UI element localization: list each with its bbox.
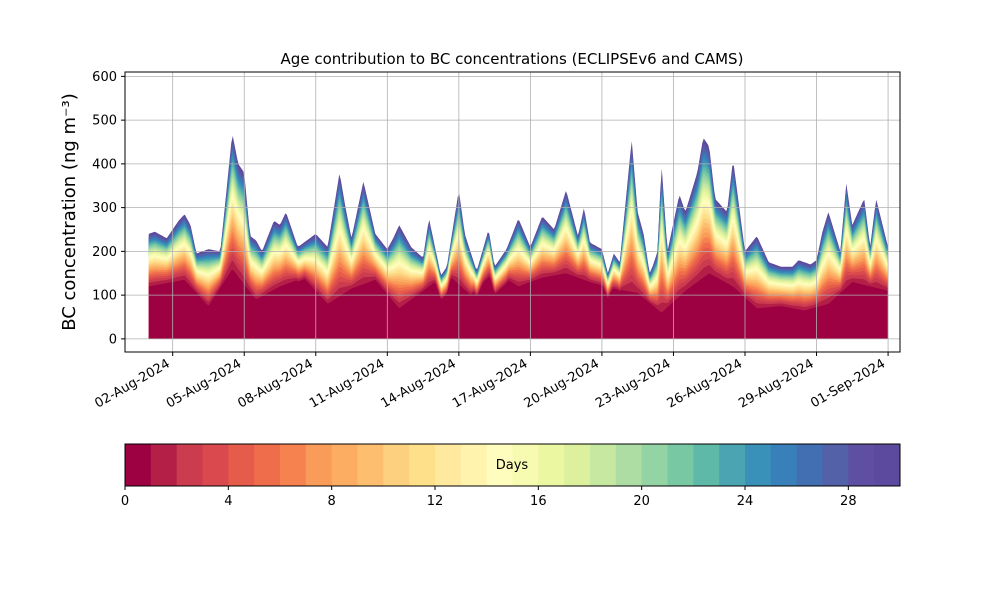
grid-lines bbox=[125, 72, 900, 352]
y-tick-label: 400 bbox=[92, 157, 117, 172]
x-tick-label: 11-Aug-2024 bbox=[307, 356, 387, 411]
stacked-age-layers bbox=[148, 136, 889, 339]
y-tick-label: 300 bbox=[92, 201, 117, 216]
age-layer-day-0 bbox=[148, 269, 889, 339]
colorbar-cell bbox=[874, 444, 901, 486]
colorbar-cell bbox=[280, 444, 307, 486]
colorbar-tick-label: 16 bbox=[530, 494, 547, 509]
chart-title: Age contribution to BC concentrations (E… bbox=[281, 50, 744, 68]
plot-frame bbox=[124, 71, 901, 353]
colorbar-tick-label: 8 bbox=[328, 494, 336, 509]
colorbar-tick-label: 20 bbox=[633, 494, 650, 509]
colorbar-cell bbox=[357, 444, 384, 486]
colorbar-cell bbox=[460, 444, 488, 486]
x-tick-label: 08-Aug-2024 bbox=[235, 356, 315, 411]
x-tick-label: 23-Aug-2024 bbox=[593, 356, 673, 411]
colorbar-cell bbox=[615, 444, 643, 486]
colorbar-cell bbox=[176, 444, 203, 486]
colorbar-cell bbox=[228, 444, 255, 486]
colorbar-tick-label: 12 bbox=[427, 494, 444, 509]
x-tick-label: 26-Aug-2024 bbox=[665, 356, 745, 411]
colorbar-cell bbox=[254, 444, 281, 486]
x-axis: 02-Aug-202405-Aug-202408-Aug-202411-Aug-… bbox=[92, 352, 889, 412]
colorbar-cell bbox=[305, 444, 333, 486]
colorbar-cell bbox=[641, 444, 668, 486]
colorbar-tick-label: 28 bbox=[840, 494, 857, 509]
colorbar-cell bbox=[125, 444, 152, 486]
colorbar: Days 0 4 8 12 16 20 24 28 bbox=[121, 443, 901, 509]
x-tick-label: 14-Aug-2024 bbox=[379, 356, 459, 411]
colorbar-cell bbox=[512, 444, 539, 486]
x-tick-label: 05-Aug-2024 bbox=[164, 356, 244, 411]
colorbar-cell bbox=[848, 444, 875, 486]
colorbar-cell bbox=[796, 444, 823, 486]
colorbar-tick-label: 0 bbox=[121, 494, 129, 509]
x-tick-label: 20-Aug-2024 bbox=[522, 356, 602, 411]
colorbar-cell bbox=[538, 444, 565, 486]
y-tick-label: 600 bbox=[92, 70, 117, 85]
colorbar-cell bbox=[719, 444, 746, 486]
colorbar-cell bbox=[383, 444, 410, 486]
colorbar-cell bbox=[486, 444, 513, 486]
colorbar-frame bbox=[124, 443, 901, 487]
y-axis: 0 100 200 300 400 500 600 bbox=[92, 70, 125, 347]
y-axis-label: BC concentration (ng m⁻³) bbox=[59, 93, 80, 331]
y-tick-label: 100 bbox=[92, 289, 117, 304]
colorbar-label: Days bbox=[496, 458, 529, 473]
x-tick-label: 02-Aug-2024 bbox=[92, 356, 172, 411]
colorbar-cell bbox=[564, 444, 591, 486]
plot-area: 0 100 200 300 400 500 600 02-Aug-202405-Aug-20… bbox=[92, 70, 901, 412]
y-tick-label: 500 bbox=[92, 114, 117, 129]
y-tick-label: 200 bbox=[92, 245, 117, 260]
colorbar-cell bbox=[331, 444, 358, 486]
colorbar-cell bbox=[435, 444, 462, 486]
colorbar-cell bbox=[667, 444, 694, 486]
colorbar-cell bbox=[150, 444, 178, 486]
x-tick-label: 17-Aug-2024 bbox=[450, 356, 530, 411]
colorbar-cell bbox=[202, 444, 229, 486]
x-tick-label: 29-Aug-2024 bbox=[736, 356, 816, 411]
colorbar-cell bbox=[409, 444, 436, 486]
colorbar-cell bbox=[590, 444, 617, 486]
y-tick-label: 0 bbox=[109, 332, 117, 347]
colorbar-cell bbox=[822, 444, 849, 486]
colorbar-cell bbox=[693, 444, 720, 486]
colorbar-cell bbox=[770, 444, 798, 486]
colorbar-cell bbox=[745, 444, 772, 486]
x-tick-label: 01-Sep-2024 bbox=[808, 356, 888, 411]
colorbar-tick-label: 4 bbox=[224, 494, 232, 509]
colorbar-tick-label: 24 bbox=[737, 494, 754, 509]
